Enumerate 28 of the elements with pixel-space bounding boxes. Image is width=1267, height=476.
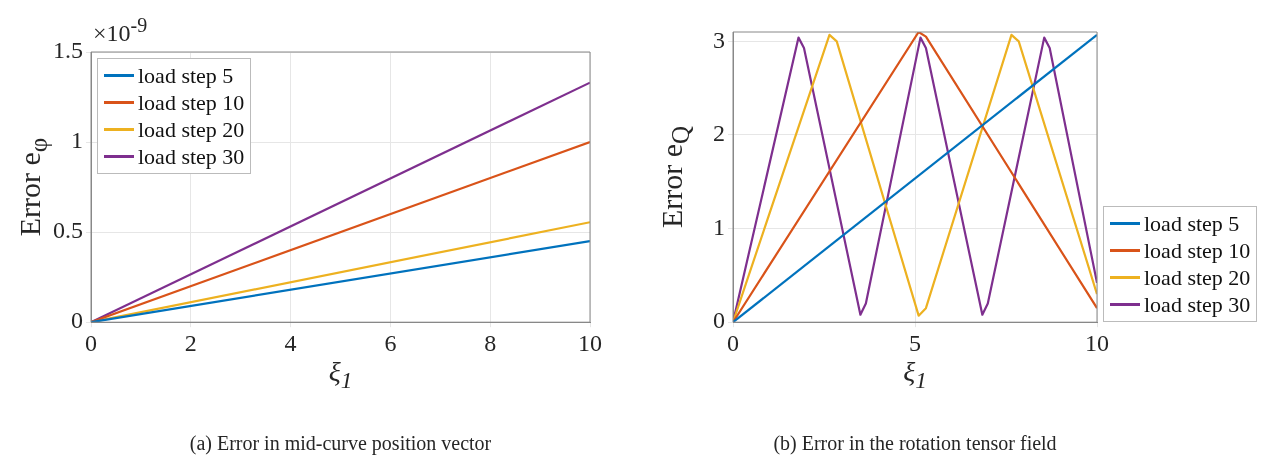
x-tick-label: 10 [1085, 329, 1109, 356]
y-tick-label: 3 [713, 26, 725, 53]
x-tick-label: 2 [184, 329, 197, 356]
y-tick-label: 1 [71, 127, 83, 154]
x-axis-title: ξ$_{1}$ [903, 356, 927, 394]
legend-label: load step 30 [1144, 291, 1251, 319]
x-tick-label: 6 [384, 329, 397, 356]
text: (a) Error in mid-curve position vector [189, 432, 492, 455]
legend-label: load step 20 [1144, 264, 1251, 292]
y-tick-label: 0 [71, 307, 83, 334]
legend-label: load step 10 [138, 89, 245, 116]
x-tick-label: 10 [578, 329, 602, 356]
y-tick-label: 0 [713, 307, 725, 334]
legend-label: load step 10 [1144, 237, 1251, 265]
x-axis-title: ξ$_{1}$ [328, 356, 353, 394]
y-tick-label: 1.5 [53, 37, 83, 64]
x-tick-label: 8 [484, 329, 497, 356]
y-tick-label: 0.5 [53, 217, 83, 244]
legend-label: load step 20 [138, 116, 245, 143]
text: (b) Error in the rotation tensor field [773, 432, 1057, 455]
x-tick-label: 4 [284, 329, 297, 356]
legend-label: load step 30 [138, 143, 245, 170]
y-tick-label: 1 [713, 213, 725, 240]
legend-label: load step 5 [1144, 210, 1240, 238]
legend-label: load step 5 [138, 62, 234, 89]
text: ×10$^{-9}$ [93, 14, 148, 47]
y-tick-label: 2 [713, 120, 725, 147]
x-tick-label: 5 [909, 329, 921, 356]
